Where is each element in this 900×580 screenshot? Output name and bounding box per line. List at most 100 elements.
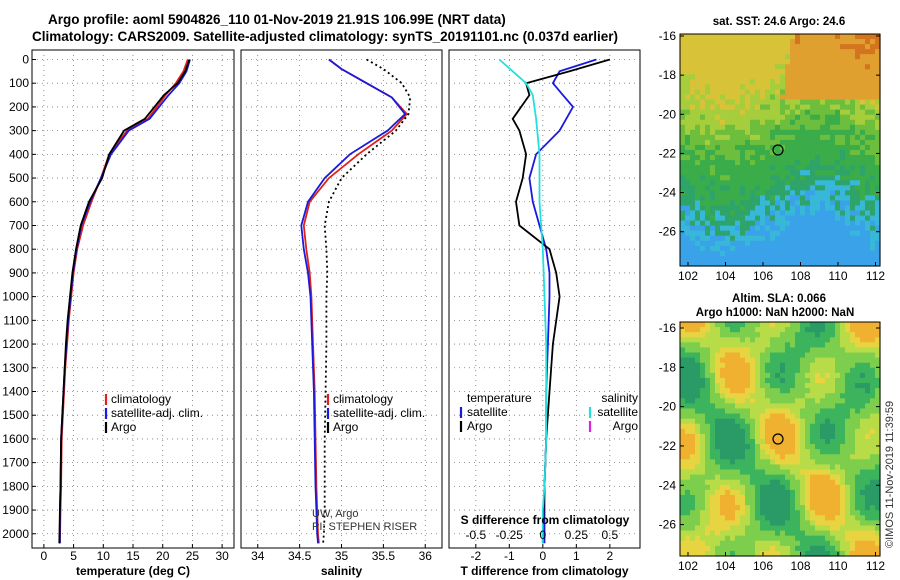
map-cell xyxy=(835,459,841,466)
map-cell xyxy=(695,250,701,257)
map-cell xyxy=(705,469,711,476)
map-cell xyxy=(700,357,706,364)
map-cell xyxy=(710,129,716,136)
map-cell xyxy=(785,160,791,166)
map-cell xyxy=(855,64,861,70)
map-cell xyxy=(875,255,881,262)
map-cell xyxy=(695,99,701,106)
map-cell xyxy=(810,235,816,242)
map-cell xyxy=(805,423,811,430)
map-cell xyxy=(800,418,806,425)
map-cell xyxy=(775,129,781,136)
map-cell xyxy=(835,240,841,247)
map-cell xyxy=(815,79,821,86)
map-cell xyxy=(795,377,801,384)
map-cell xyxy=(825,44,831,50)
map-cell xyxy=(760,322,766,328)
map-cell xyxy=(835,99,841,106)
map-cell xyxy=(815,398,821,404)
map-cell xyxy=(795,74,801,80)
map-cell xyxy=(770,225,776,232)
map-cell xyxy=(770,89,776,96)
map-cell xyxy=(740,195,746,202)
map-cell xyxy=(720,423,726,430)
map-cell xyxy=(690,454,696,460)
map-cell xyxy=(790,114,796,121)
map-cell xyxy=(765,44,771,50)
map-cell xyxy=(840,500,846,506)
map-cell xyxy=(680,165,686,171)
map-cell xyxy=(855,479,861,486)
map-cell xyxy=(710,322,716,328)
map-cell xyxy=(740,49,746,55)
map-cell xyxy=(810,109,816,116)
map-cell xyxy=(870,129,876,136)
map-cell xyxy=(685,352,691,359)
map-cell xyxy=(810,510,816,516)
map-cell xyxy=(805,393,811,399)
map-cell xyxy=(705,54,711,60)
map-cell xyxy=(755,200,761,207)
map-cell xyxy=(860,428,866,435)
sst-map-title: sat. SST: 24.6 Argo: 24.6 xyxy=(713,16,846,28)
map-cell xyxy=(705,377,711,384)
map-cell xyxy=(820,245,826,252)
map-cell xyxy=(825,535,831,542)
map-cell xyxy=(855,500,861,506)
map-cell xyxy=(685,240,691,247)
map-cell xyxy=(690,250,696,257)
map-cell xyxy=(840,357,846,364)
map-cell xyxy=(790,408,796,415)
map-cell xyxy=(750,550,756,557)
map-cell xyxy=(800,474,806,481)
map-cell xyxy=(825,160,831,166)
map-cell xyxy=(695,94,701,101)
map-cell xyxy=(845,489,851,496)
map-cell xyxy=(705,220,711,227)
map-cell xyxy=(750,362,756,369)
map-cell xyxy=(795,449,801,455)
map-cell xyxy=(810,215,816,222)
map-cell xyxy=(790,322,796,328)
map-cell xyxy=(710,428,716,435)
map-cell xyxy=(785,109,791,116)
map-cell xyxy=(835,444,841,450)
map-cell xyxy=(875,525,881,532)
map-cell xyxy=(820,114,826,121)
map-cell xyxy=(755,64,761,70)
map-cell xyxy=(805,119,811,126)
map-cell xyxy=(710,469,716,476)
map-cell xyxy=(795,388,801,394)
map-cell xyxy=(725,155,731,161)
map-cell xyxy=(755,418,761,425)
map-cell xyxy=(815,44,821,50)
map-cell xyxy=(800,413,806,420)
map-cell xyxy=(865,545,871,552)
x-tick-label: 0 xyxy=(41,549,48,563)
map-cell xyxy=(775,74,781,80)
map-cell xyxy=(765,383,771,389)
map-cell xyxy=(725,44,731,50)
map-cell xyxy=(750,322,756,328)
map-cell xyxy=(750,439,756,445)
map-cell xyxy=(775,423,781,430)
map-cell xyxy=(865,474,871,481)
map-cell xyxy=(870,94,876,101)
map-cell xyxy=(830,79,836,86)
map-cell xyxy=(685,84,691,91)
map-cell xyxy=(720,129,726,136)
map-cell xyxy=(800,530,806,537)
map-cell xyxy=(770,124,776,131)
map-cell xyxy=(805,454,811,460)
map-cell xyxy=(810,99,816,106)
map-cell xyxy=(800,195,806,202)
map-cell xyxy=(750,39,756,45)
map-cell xyxy=(760,357,766,364)
map-cell xyxy=(860,165,866,171)
map-cell xyxy=(815,260,821,267)
map-cell xyxy=(820,418,826,425)
map-cell xyxy=(690,59,696,65)
map-cell xyxy=(780,225,786,232)
map-cell xyxy=(705,535,711,542)
